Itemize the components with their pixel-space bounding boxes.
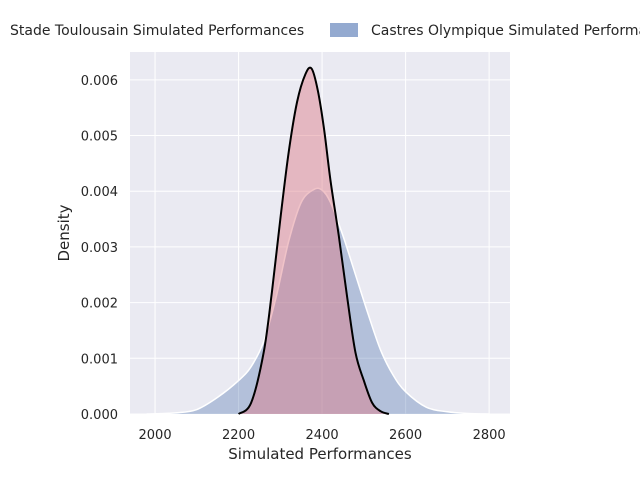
density-line-castres bbox=[146, 187, 490, 415]
density-area-castres bbox=[146, 188, 490, 414]
plot-background bbox=[130, 52, 510, 414]
x-tick-label: 2000 bbox=[139, 428, 172, 443]
y-tick-label: 0.002 bbox=[81, 297, 118, 312]
y-tick-label: 0.000 bbox=[81, 408, 118, 423]
x-axis-label: Simulated Performances bbox=[228, 445, 412, 463]
legend-label-castres: Castres Olympique Simulated Performa bbox=[371, 23, 640, 39]
density-line-stade-toulousain bbox=[237, 66, 390, 415]
y-tick-label: 0.004 bbox=[81, 185, 118, 200]
y-tick-label: 0.005 bbox=[81, 130, 118, 145]
y-tick-label: 0.001 bbox=[81, 352, 118, 367]
x-tick-label: 2200 bbox=[222, 428, 255, 443]
y-tick-label: 0.006 bbox=[81, 74, 118, 89]
legend-swatch-castres bbox=[330, 23, 358, 37]
x-tick-label: 2600 bbox=[389, 428, 422, 443]
series-layer bbox=[146, 66, 490, 415]
tick-labels: 2000 2200 2400 2600 2800 0.000 0.001 0.002 0.003… bbox=[81, 74, 506, 443]
legend: Stade Toulousain Simulated Performances … bbox=[10, 23, 640, 39]
y-tick-label: 0.003 bbox=[81, 241, 118, 256]
x-tick-label: 2800 bbox=[473, 428, 506, 443]
y-axis-label: Density bbox=[55, 204, 73, 261]
x-tick-label: 2400 bbox=[306, 428, 339, 443]
legend-label-stade-toulousain: Stade Toulousain Simulated Performances bbox=[10, 23, 304, 39]
